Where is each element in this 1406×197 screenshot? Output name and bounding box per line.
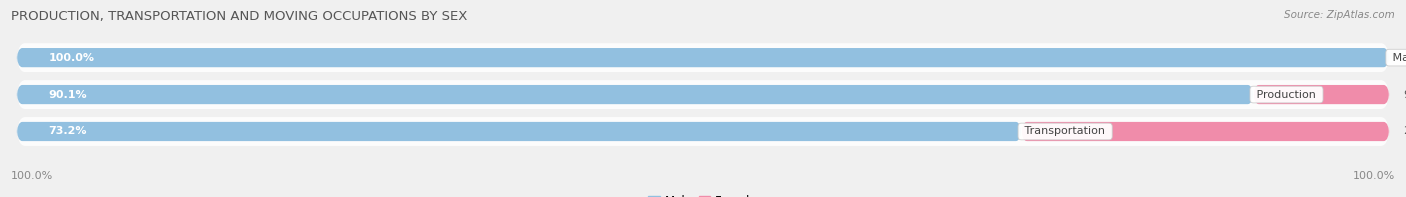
Text: Material Moving: Material Moving <box>1389 53 1406 63</box>
FancyBboxPatch shape <box>1253 85 1389 104</box>
Text: 26.8%: 26.8% <box>1403 126 1406 137</box>
Text: 9.9%: 9.9% <box>1403 90 1406 99</box>
Text: Source: ZipAtlas.com: Source: ZipAtlas.com <box>1284 10 1395 20</box>
Text: 100.0%: 100.0% <box>11 171 53 181</box>
Text: PRODUCTION, TRANSPORTATION AND MOVING OCCUPATIONS BY SEX: PRODUCTION, TRANSPORTATION AND MOVING OC… <box>11 10 468 23</box>
FancyBboxPatch shape <box>17 122 1021 141</box>
Text: Production: Production <box>1253 90 1320 99</box>
Text: 100.0%: 100.0% <box>48 53 94 63</box>
FancyBboxPatch shape <box>17 85 1253 104</box>
FancyBboxPatch shape <box>17 117 1389 146</box>
Legend: Male, Female: Male, Female <box>644 190 762 197</box>
Text: 73.2%: 73.2% <box>48 126 87 137</box>
Text: Transportation: Transportation <box>1021 126 1109 137</box>
FancyBboxPatch shape <box>17 80 1389 109</box>
FancyBboxPatch shape <box>17 43 1389 72</box>
Text: 100.0%: 100.0% <box>1353 171 1395 181</box>
FancyBboxPatch shape <box>17 48 1389 67</box>
Text: 90.1%: 90.1% <box>48 90 87 99</box>
FancyBboxPatch shape <box>1021 122 1389 141</box>
